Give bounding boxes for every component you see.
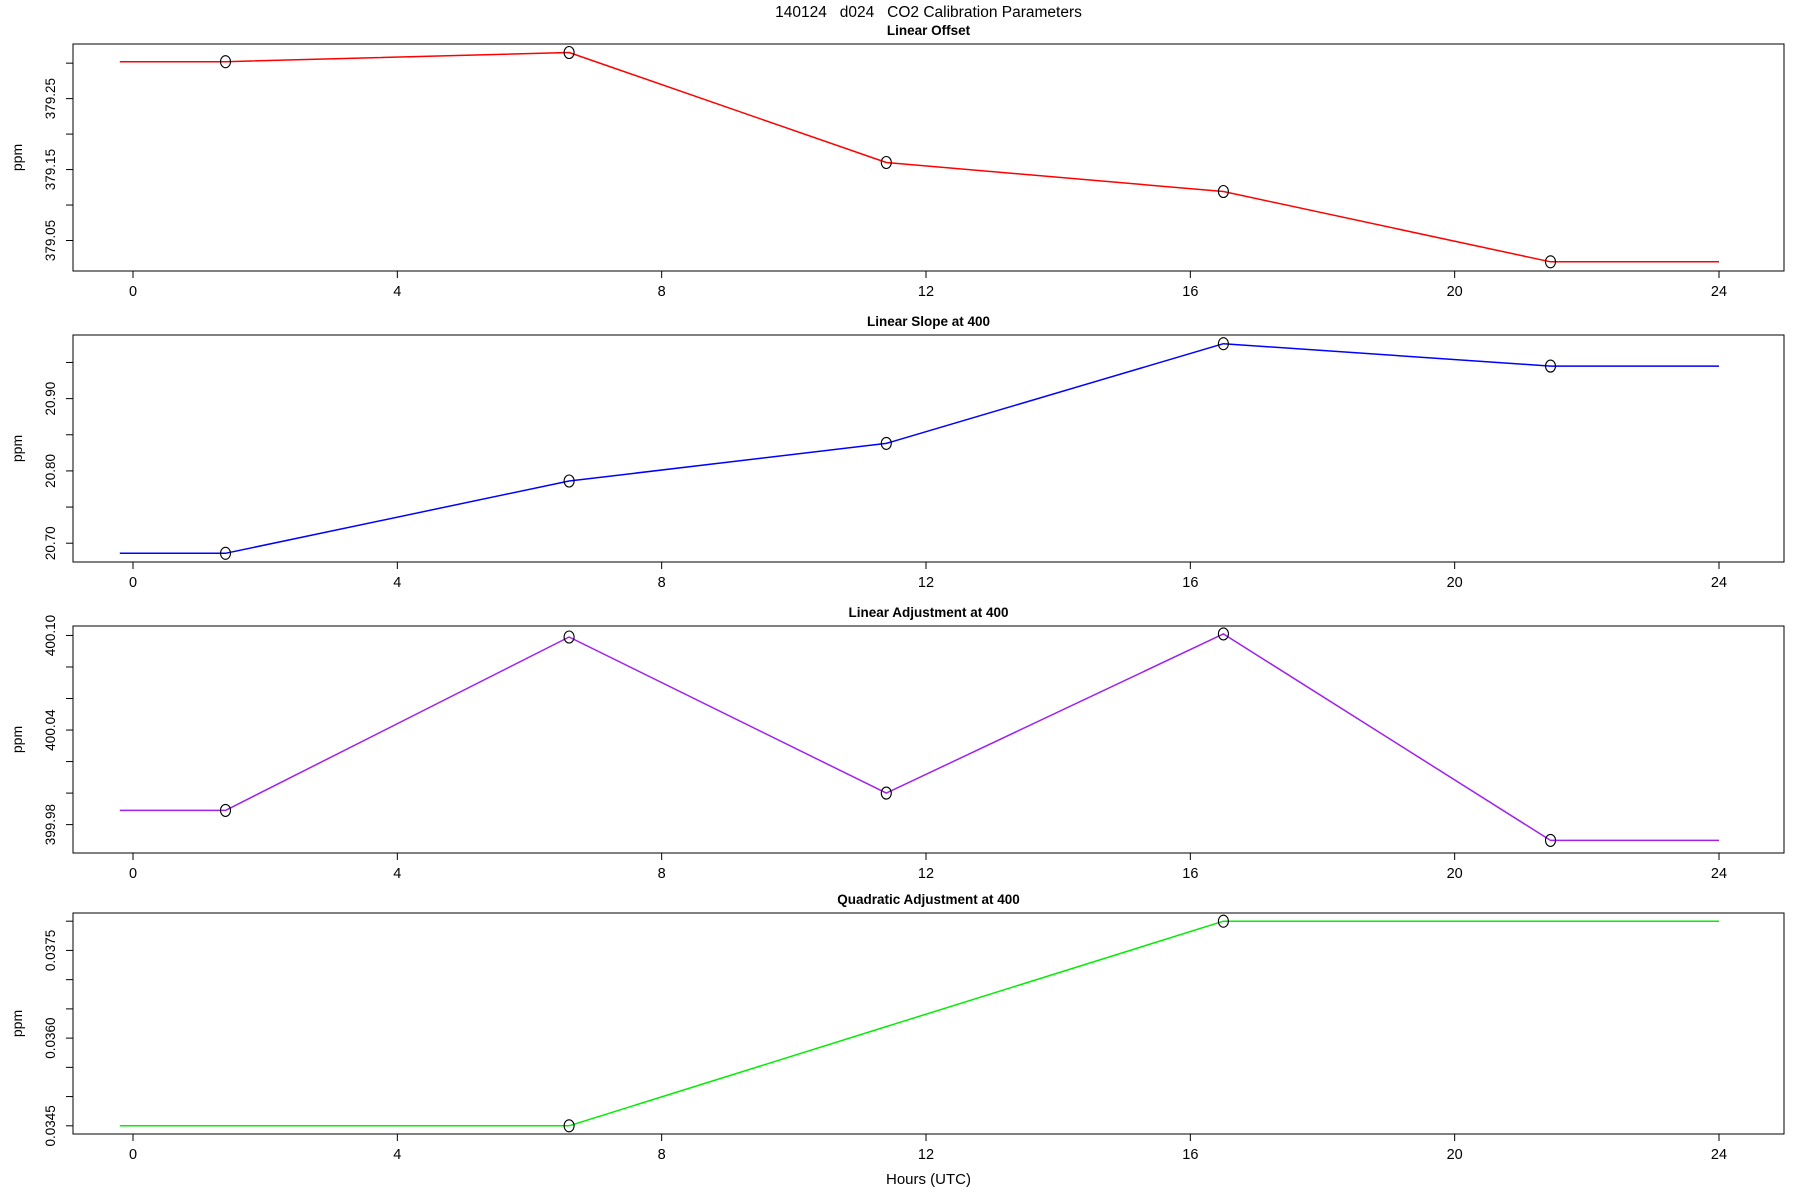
x-tick-label: 16 [1182, 1147, 1198, 1163]
panel-frame [72, 912, 1785, 1135]
panel-frame [72, 625, 1785, 854]
y-tick-label: 400.10 [43, 615, 58, 656]
panel-frame [72, 43, 1785, 272]
data-point-marker [563, 474, 575, 488]
y-axis-label: ppm [9, 144, 25, 171]
x-tick-label: 4 [393, 866, 401, 882]
x-tick-label: 12 [918, 866, 934, 882]
panel-title-linear-slope: Linear Slope at 400 [866, 314, 991, 329]
x-tick-label: 8 [658, 1147, 666, 1163]
y-tick-label: 379.05 [43, 220, 58, 261]
data-point-marker [219, 803, 232, 817]
y-axis-label: ppm [9, 435, 25, 462]
x-tick-label: 0 [129, 284, 137, 300]
panel-3: 0.0345 0.0360 0.0375 ppm 0 4 8 12 16 20 24 [9, 912, 1785, 1163]
panel-title-linear-adjustment: Linear Adjustment at 400 [848, 605, 1009, 620]
x-tick-label: 20 [1447, 284, 1463, 300]
y-axis-label: ppm [9, 1010, 25, 1037]
x-tick-label: 12 [918, 1147, 934, 1163]
y-tick-label: 379.25 [43, 78, 58, 119]
panel-frame [72, 334, 1785, 563]
x-tick-label: 4 [393, 284, 401, 300]
data-point-marker [1544, 833, 1557, 847]
x-tick-label: 12 [918, 284, 934, 300]
x-tick-label: 8 [658, 284, 666, 300]
data-point-marker [563, 45, 575, 60]
y-tick-label: 20.90 [43, 382, 58, 416]
data-point-marker [880, 155, 892, 170]
panel-2: 399.98 400.04 400.10 ppm 0 4 8 12 16 20 24 [9, 615, 1785, 882]
panel-0: 379.05 379.15 379.25 ppm 0 4 8 12 16 20 24 [9, 43, 1785, 300]
y-tick-label: 400.04 [43, 709, 58, 751]
data-point-marker [563, 1119, 575, 1133]
x-tick-label: 8 [658, 866, 666, 882]
panel-1: 20.70 20.80 20.90 ppm 0 4 8 12 16 20 24 [9, 334, 1785, 591]
x-tick-label: 4 [393, 575, 401, 591]
x-tick-label: 16 [1182, 575, 1198, 591]
panel-title-linear-offset: Linear Offset [886, 23, 971, 38]
data-point-marker [1217, 627, 1229, 641]
chart-main-title: 140124 d024 CO2 Calibration Parameters [775, 4, 1082, 21]
x-tick-label: 16 [1182, 284, 1198, 300]
x-tick-label: 4 [393, 1147, 401, 1163]
x-tick-label: 0 [129, 1147, 137, 1163]
data-line [119, 51, 1719, 263]
y-axis-label: ppm [9, 726, 25, 753]
data-point-marker [219, 546, 232, 560]
y-tick-label: 0.0375 [43, 930, 58, 971]
data-point-marker [880, 436, 892, 450]
x-tick-label: 12 [918, 575, 934, 591]
x-tick-label: 0 [129, 575, 137, 591]
data-point-marker [1217, 914, 1229, 928]
y-tick-label: 0.0345 [43, 1105, 58, 1146]
y-tick-label: 0.0360 [43, 1017, 58, 1058]
y-tick-label: 379.15 [43, 149, 58, 190]
x-tick-label: 24 [1711, 866, 1727, 882]
x-axis-title: Hours (UTC) [886, 1171, 971, 1188]
data-point-marker [1217, 184, 1229, 199]
data-line [119, 633, 1719, 842]
y-tick-label: 399.98 [43, 804, 58, 845]
x-tick-label: 24 [1711, 1147, 1727, 1163]
y-tick-label: 20.80 [43, 454, 58, 488]
x-tick-label: 24 [1711, 575, 1727, 591]
y-tick-label: 20.70 [43, 526, 58, 560]
data-point-marker [1217, 337, 1229, 351]
data-point-marker [219, 55, 232, 69]
data-point-marker [1544, 255, 1557, 269]
data-point-marker [1544, 359, 1557, 373]
x-tick-label: 0 [129, 866, 137, 882]
panel-title-quadratic-adjustment: Quadratic Adjustment at 400 [837, 892, 1020, 907]
x-tick-label: 24 [1711, 284, 1727, 300]
x-tick-label: 20 [1447, 1147, 1463, 1163]
x-tick-label: 16 [1182, 866, 1198, 882]
x-tick-label: 8 [658, 575, 666, 591]
x-tick-label: 20 [1447, 866, 1463, 882]
data-point-marker [563, 630, 575, 644]
data-point-marker [880, 786, 892, 800]
data-line [119, 920, 1719, 1127]
x-tick-label: 20 [1447, 575, 1463, 591]
data-line [119, 342, 1719, 555]
